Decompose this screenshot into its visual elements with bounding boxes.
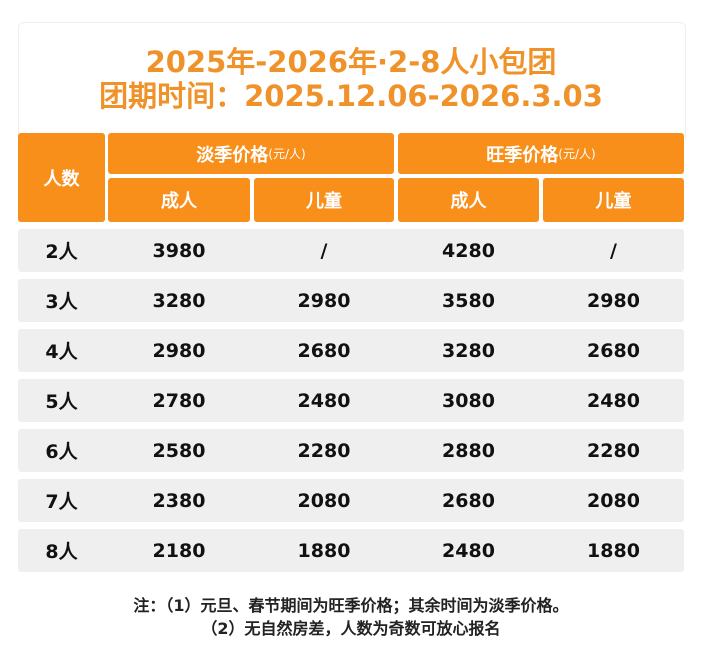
table-row: 6人 2580 2280 2880 2280 bbox=[18, 429, 684, 472]
cell-peak-child: 2080 bbox=[587, 489, 640, 512]
header-off-season: 淡季价格 (元/人) bbox=[108, 133, 394, 174]
header-peak-adult: 成人 bbox=[398, 178, 539, 222]
cell-peak-adult: 2680 bbox=[442, 489, 495, 512]
table-row: 2人 3980 / 4280 / bbox=[18, 229, 684, 272]
cell-off-adult: 2380 bbox=[152, 489, 206, 512]
cell-people: 8人 bbox=[45, 541, 78, 563]
cell-people: 3人 bbox=[45, 291, 78, 313]
cell-peak-child: / bbox=[610, 239, 617, 262]
cell-off-adult: 2980 bbox=[152, 339, 206, 362]
table-row: 5人 2780 2480 3080 2480 bbox=[18, 379, 684, 422]
tour-dates: 团期时间：2025.12.06-2026.3.03 bbox=[99, 79, 603, 113]
note-2: （2）无自然房差，人数为奇数可放心报名 bbox=[201, 619, 501, 638]
header-peak-season: 旺季价格 (元/人) bbox=[398, 133, 684, 174]
cell-peak-child: 2480 bbox=[587, 389, 640, 412]
cell-peak-child: 2280 bbox=[587, 439, 640, 462]
peak-season-unit: (元/人) bbox=[558, 147, 596, 161]
page-title: 2025年-2026年·2-8人小包团 bbox=[145, 45, 557, 79]
peak-season-label: 旺季价格 bbox=[486, 144, 559, 166]
cell-people: 4人 bbox=[45, 341, 78, 363]
table-row: 8人 2180 1880 2480 1880 bbox=[18, 529, 684, 572]
cell-off-adult: 2180 bbox=[152, 539, 206, 562]
cell-peak-child: 2680 bbox=[587, 339, 640, 362]
cell-peak-adult: 2480 bbox=[442, 539, 495, 562]
cell-off-child: 2980 bbox=[297, 289, 351, 312]
cell-people: 7人 bbox=[45, 491, 78, 513]
cell-off-child: / bbox=[320, 239, 328, 262]
off-season-unit: (元/人) bbox=[268, 147, 306, 161]
table-row: 3人 3280 2980 3580 2980 bbox=[18, 279, 684, 322]
cell-off-child: 1880 bbox=[297, 539, 351, 562]
table-row: 4人 2980 2680 3280 2680 bbox=[18, 329, 684, 372]
header-people: 人数 bbox=[18, 133, 105, 222]
header-off-child: 儿童 bbox=[254, 178, 394, 222]
cell-people: 5人 bbox=[45, 391, 78, 413]
cell-off-child: 2680 bbox=[297, 339, 351, 362]
cell-off-adult: 2780 bbox=[152, 389, 206, 412]
cell-off-child: 2080 bbox=[297, 489, 351, 512]
off-season-label: 淡季价格 bbox=[196, 144, 269, 166]
cell-off-adult: 3980 bbox=[152, 239, 206, 262]
cell-off-child: 2280 bbox=[297, 439, 351, 462]
cell-peak-child: 2980 bbox=[587, 289, 640, 312]
cell-peak-adult: 3080 bbox=[442, 389, 495, 412]
header-off-adult: 成人 bbox=[108, 178, 250, 222]
cell-people: 2人 bbox=[45, 241, 78, 263]
cell-peak-adult: 3580 bbox=[442, 289, 495, 312]
title-card bbox=[18, 22, 686, 139]
cell-peak-adult: 3280 bbox=[442, 339, 495, 362]
cell-peak-adult: 4280 bbox=[442, 239, 495, 262]
cell-people: 6人 bbox=[45, 441, 78, 463]
header-peak-child: 儿童 bbox=[543, 178, 684, 222]
cell-peak-adult: 2880 bbox=[442, 439, 495, 462]
note-1: 注：（1）元旦、春节期间为旺季价格；其余时间为淡季价格。 bbox=[133, 596, 569, 615]
table-row: 7人 2380 2080 2680 2080 bbox=[18, 479, 684, 522]
cell-off-adult: 2580 bbox=[152, 439, 206, 462]
cell-off-adult: 3280 bbox=[152, 289, 206, 312]
cell-off-child: 2480 bbox=[297, 389, 351, 412]
cell-peak-child: 1880 bbox=[587, 539, 640, 562]
